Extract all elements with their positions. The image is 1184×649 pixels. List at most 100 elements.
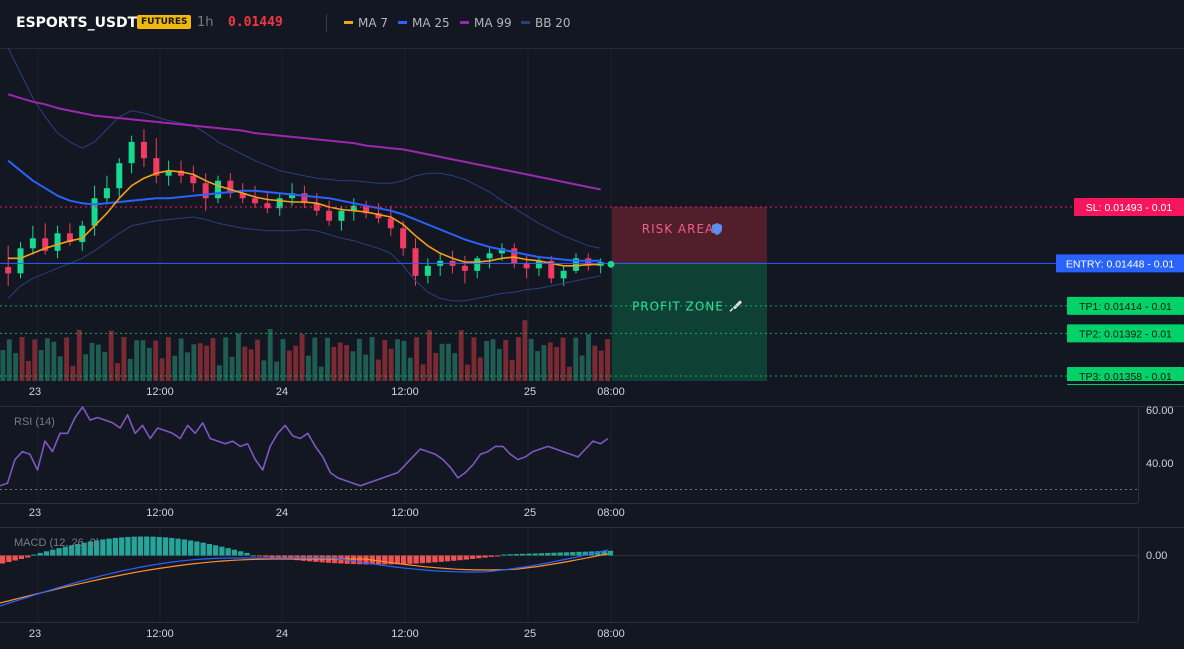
volume-bar [57,356,63,381]
volume-bar [331,346,337,381]
legend-ma99-label: MA 99 [474,16,512,30]
macd-hist-bar [106,538,112,556]
candle-body [326,210,333,221]
price-pane: 23 12:00 24 12:00 25 08:00 23 12:00 24 12:00 25 08:… [0,47,1184,640]
macd-hist-bar [520,553,526,556]
candle-body [190,175,197,184]
volume-bar [76,329,82,381]
volume-bar [395,339,400,381]
volume-bar [229,356,235,381]
candle-body [264,203,271,209]
volume-bar [153,340,159,381]
candle-body [239,193,246,199]
volume-bar [522,320,528,381]
macd-line [0,549,609,607]
macd-hist-bar [219,546,225,556]
volume-bar [541,345,547,381]
macd-hist-bar [213,545,219,556]
macd-hist-bar [488,555,494,557]
macd-y-tick: 0.00 [1146,550,1167,562]
volume-bar [267,329,273,381]
macd-hist-bar [50,549,56,556]
volume-bar [293,345,299,381]
macd-hist-bar [81,542,87,556]
level-tag [1056,254,1184,273]
last-price: 0.01449 [228,15,283,30]
legend-ma7[interactable]: MA 7 [344,16,388,30]
x-tick-label: 12:00 [391,386,419,398]
macd-hist-bar [225,548,231,556]
legend-ma99[interactable]: MA 99 [460,16,512,30]
volume-bar [25,360,31,381]
macd-hist-bar [463,555,469,560]
candle-body [412,248,419,276]
macd-hist-bar [413,555,419,564]
volume-bar [509,359,515,381]
shield-icon [712,222,722,235]
volume-bar [83,354,89,381]
legend-bb20[interactable]: BB 20 [521,16,571,30]
time-axis-band [0,381,1184,407]
bb-upper-line [7,47,601,249]
volume-bar [458,330,464,381]
level-tag [1074,197,1184,216]
macd-hist-bar [281,555,288,559]
candle-body [42,238,49,251]
rsi-title: RSI (14) [14,416,55,428]
interval-label[interactable]: 1h [197,15,214,30]
x-tick-label: 25 [524,386,536,398]
candle-body [252,198,259,204]
volume-bar [235,333,241,381]
volume-bar [38,349,44,381]
ma7-line [8,169,601,267]
macd-hist-bar [200,542,206,556]
macd-hist-bar [595,551,601,556]
volume-bar [45,338,50,381]
volume-bar [554,347,560,381]
rsi-pane: RSI (14) 60.00 40.00 [0,405,1184,528]
candle-body [486,253,493,259]
legend-ma25-swatch [398,21,407,24]
candle-body [523,263,530,269]
macd-hist-bar [426,555,432,563]
symbol-label[interactable]: ESPORTS_USDT [16,15,138,31]
volume-bar [0,350,6,381]
volume-bar [204,345,210,381]
volume-bar [140,340,146,381]
legend-bb20-swatch [521,21,530,24]
level-tag [1067,366,1184,385]
macd-hist-bar [275,555,281,559]
macd-hist-bar [93,540,100,556]
candle-body [548,260,555,279]
volume-bar [102,351,108,381]
level-tag-label: TP2: 0.01392 - 0.01 [1079,328,1172,340]
volume-bar [382,340,388,381]
volume-bar [433,352,439,381]
x-tick-label: 23 [29,507,41,519]
legend-ma7-label: MA 7 [358,16,389,30]
macd-hist-bar [350,555,357,565]
macd-hist-bar [100,539,106,556]
bb-lower-line [7,216,601,302]
volume-bar [369,337,375,381]
candle-body [79,225,86,243]
volume-bar [388,348,394,381]
macd-hist-bar [112,537,119,556]
volume-bar [605,339,610,381]
volume-bar [477,357,483,381]
x-tick-label: 23 [29,386,41,398]
macd-hist-bar [256,555,263,557]
volume-bar [6,339,12,381]
x-tick-label: 12:00 [146,507,174,519]
macd-hist-bar [382,555,388,565]
volume-bar [242,346,248,381]
macd-hist-bar [363,555,369,565]
volume-bar [115,363,120,381]
volume-bar [560,337,566,381]
macd-hist-bar [68,545,75,556]
macd-hist-bar [25,555,31,558]
x-tick-label: 12:00 [391,507,419,519]
macd-hist-bar [507,554,513,556]
legend-ma25[interactable]: MA 25 [398,16,450,30]
